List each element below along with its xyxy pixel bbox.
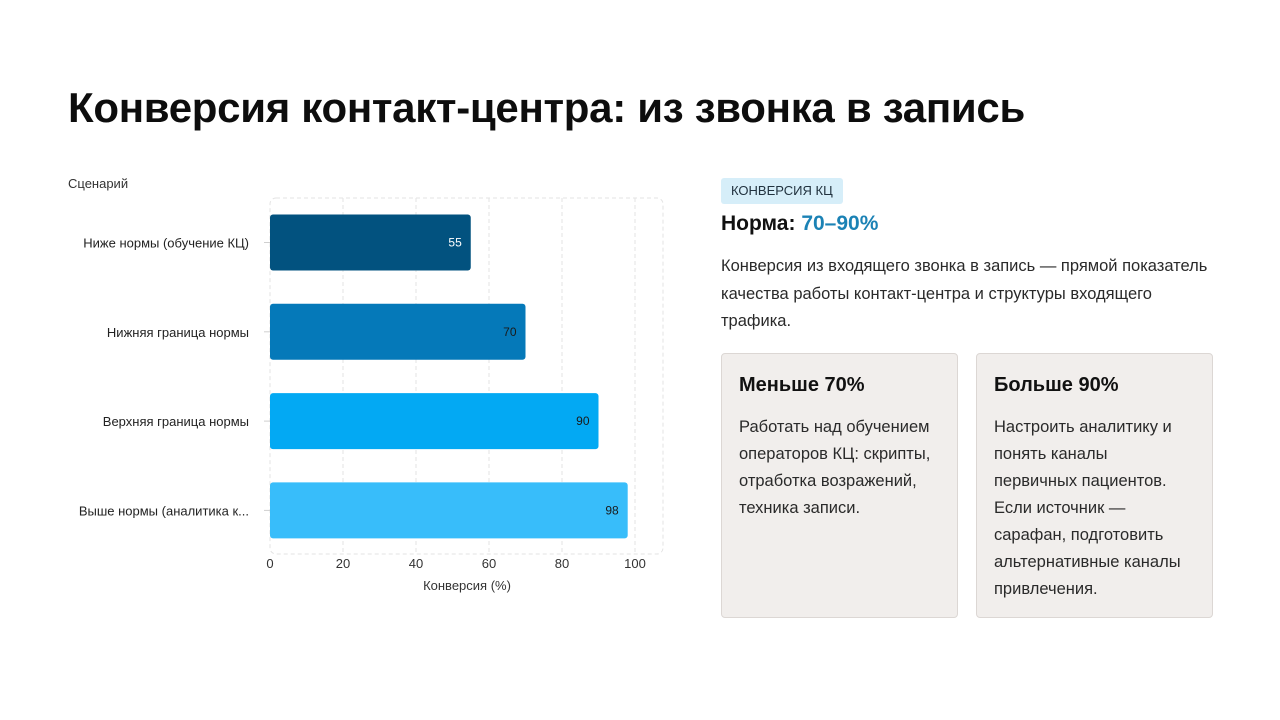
bar bbox=[270, 214, 471, 271]
plot-frame bbox=[269, 197, 664, 555]
card-text: Работать над обучением операторов КЦ: ск… bbox=[739, 418, 931, 517]
bar bbox=[270, 393, 599, 450]
description-text: Конверсия из входящего звонка в запись —… bbox=[721, 257, 1208, 330]
card-title: Больше 90% bbox=[994, 374, 1119, 396]
x-tick-label: 100 bbox=[624, 556, 646, 571]
data-label: 55 bbox=[448, 236, 462, 250]
norm-label: Норма: bbox=[721, 212, 796, 235]
section-tag: КОНВЕРСИЯ КЦ bbox=[721, 178, 843, 204]
bar bbox=[270, 482, 628, 539]
data-label: 90 bbox=[576, 414, 590, 428]
x-axis-label: Конверсия (%) bbox=[423, 578, 511, 593]
category-label: Выше нормы (аналитика к... bbox=[79, 503, 249, 518]
conversion-bar-chart: 55 Ниже нормы (обучение КЦ) 70 Нижняя грани… bbox=[68, 176, 664, 593]
card-title: Меньше 70% bbox=[739, 374, 865, 396]
data-label: 70 bbox=[503, 325, 517, 339]
x-tick-label: 40 bbox=[409, 556, 423, 571]
x-tick-label: 80 bbox=[555, 556, 569, 571]
card-above-norm: Больше 90% Настроить аналитику и понять … bbox=[976, 353, 1213, 618]
card-text: Настроить аналитику и понять каналы перв… bbox=[994, 418, 1181, 598]
data-label: 98 bbox=[605, 503, 619, 517]
category-label: Верхняя граница нормы bbox=[103, 414, 249, 429]
norm-heading: Норма: 70–90% bbox=[721, 210, 878, 238]
x-tick-label: 20 bbox=[336, 556, 350, 571]
category-label: Ниже нормы (обучение КЦ) bbox=[83, 236, 249, 251]
page-title: Конверсия контакт-центра: из звонка в за… bbox=[68, 84, 1025, 131]
x-tick-label: 60 bbox=[482, 556, 496, 571]
category-axis-label: Сценарий bbox=[68, 176, 128, 191]
bar bbox=[270, 303, 526, 360]
card-below-norm: Меньше 70% Работать над обучением операт… bbox=[721, 353, 958, 618]
x-tick-label: 0 bbox=[266, 556, 273, 571]
category-label: Нижняя граница нормы bbox=[107, 325, 249, 340]
norm-value: 70–90% bbox=[801, 212, 879, 235]
